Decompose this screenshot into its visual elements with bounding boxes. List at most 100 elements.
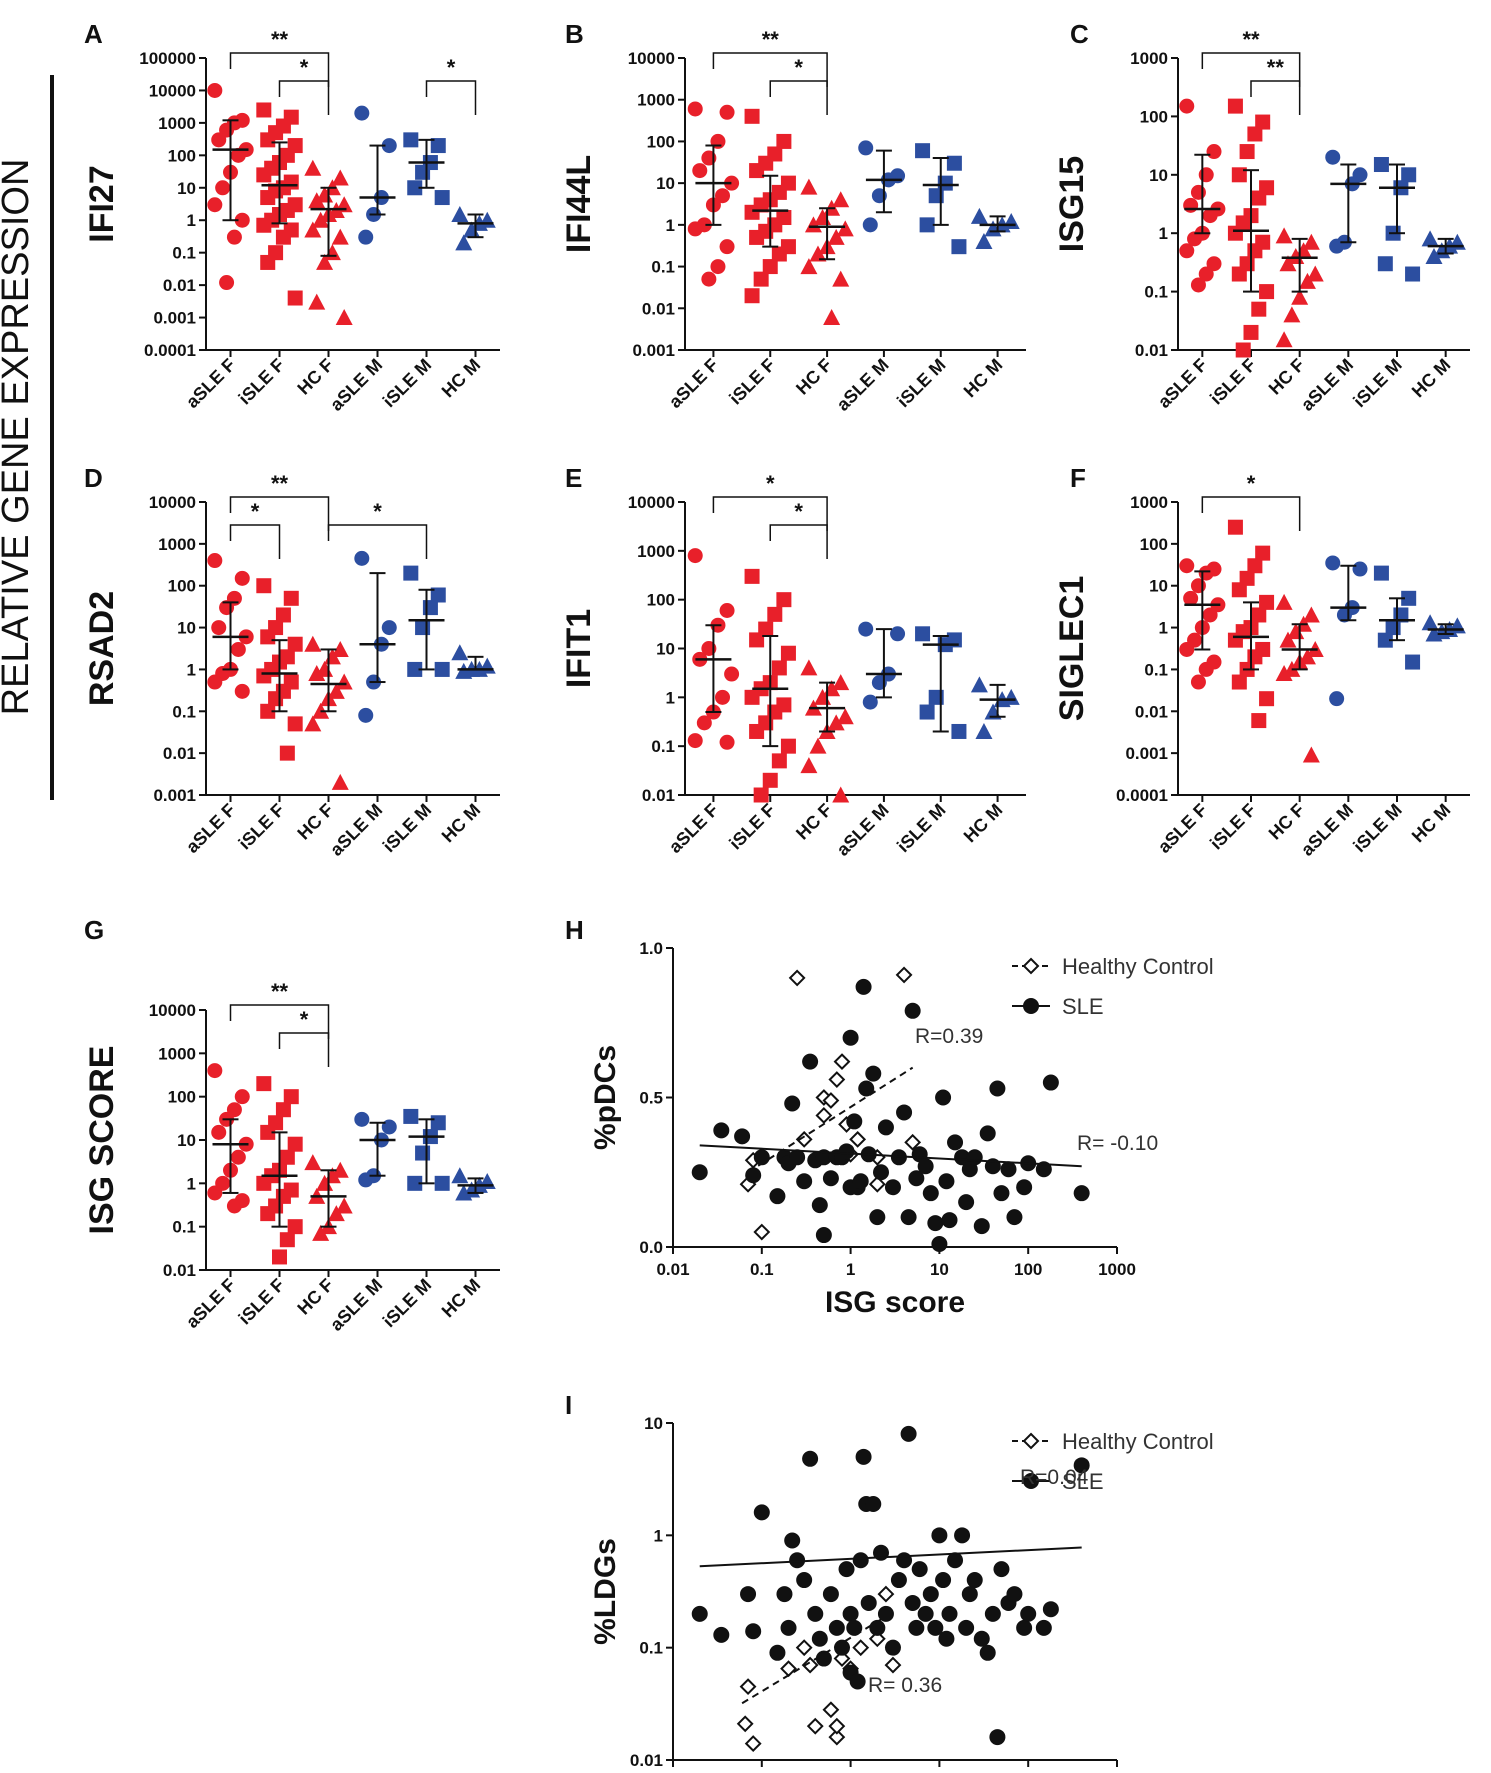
- y-tick-label: 100000: [139, 49, 196, 68]
- x-category-label: iSLE F: [235, 800, 289, 854]
- data-point: [287, 716, 303, 732]
- data-point: [1198, 167, 1214, 183]
- data-point: [927, 1619, 944, 1636]
- group-4: [858, 140, 906, 233]
- group-4: [1325, 149, 1368, 254]
- x-category-label: aSLE F: [182, 355, 239, 412]
- data-point: [1425, 625, 1443, 642]
- significance-bracket: [1201, 52, 1301, 87]
- data-point: [1035, 1619, 1052, 1636]
- group-3: [800, 659, 854, 803]
- data-point: [1275, 593, 1293, 610]
- data-point: [1231, 674, 1247, 690]
- data-point: [1298, 272, 1316, 289]
- data-point: [327, 682, 345, 699]
- data-point: [1302, 233, 1320, 250]
- significance-bracket: [229, 1004, 330, 1039]
- x-tick-label: 1000: [1098, 1260, 1136, 1279]
- data-point: [1227, 225, 1243, 241]
- data-point: [749, 632, 765, 648]
- data-point: [822, 1586, 839, 1603]
- data-point: [832, 674, 850, 691]
- data-point: [211, 1124, 227, 1140]
- legend-label: SLE: [1062, 1469, 1104, 1494]
- data-point: [1179, 243, 1195, 259]
- data-point: [1016, 1619, 1033, 1636]
- data-point: [771, 753, 787, 769]
- data-point: [919, 704, 935, 720]
- data-point: [455, 234, 473, 251]
- x-category-label: iSLE M: [379, 355, 436, 412]
- group-3: [1275, 593, 1324, 763]
- y-tick-label: 10000: [149, 81, 196, 100]
- data-point: [256, 1076, 272, 1092]
- y-tick-label: 0.1: [651, 258, 675, 277]
- data-point: [381, 1119, 397, 1135]
- data-point: [979, 1125, 996, 1142]
- group-2: [256, 578, 303, 761]
- data-point: [1377, 632, 1393, 648]
- y-tick-label: 0.5: [639, 1089, 663, 1108]
- data-point: [846, 1113, 863, 1130]
- data-point: [719, 734, 735, 750]
- data-point: [260, 1124, 276, 1140]
- data-point: [1325, 555, 1341, 571]
- y-tick-label: 0.001: [153, 309, 196, 328]
- data-point: [1190, 277, 1206, 293]
- data-point: [354, 1111, 370, 1127]
- data-point: [984, 1605, 1001, 1622]
- x-category-label: aSLE F: [1154, 355, 1211, 412]
- data-point: [1425, 247, 1443, 264]
- group-3: [304, 1154, 353, 1241]
- data-point: [776, 592, 792, 608]
- data-point: [381, 138, 397, 154]
- group-2: [744, 108, 796, 304]
- data-point: [753, 1149, 770, 1166]
- group-3: [304, 635, 353, 790]
- y-axis-title: ISG SCORE: [83, 1046, 121, 1235]
- group-4: [354, 550, 397, 723]
- data-point: [744, 568, 760, 584]
- data-point: [1259, 691, 1275, 707]
- data-point: [1183, 590, 1199, 606]
- data-point: [780, 738, 796, 754]
- significance-bracket: [278, 80, 330, 115]
- data-point: [687, 221, 703, 237]
- data-point: [941, 1605, 958, 1622]
- data-point: [951, 723, 967, 739]
- data-point: [804, 216, 822, 233]
- data-point: [1251, 301, 1267, 317]
- data-point: [776, 133, 792, 149]
- data-point: [1179, 641, 1195, 657]
- data-point: [422, 600, 438, 616]
- data-point: [832, 786, 850, 803]
- significance-bracket: [712, 496, 828, 531]
- significance-label: **: [271, 471, 289, 496]
- data-point: [719, 603, 735, 619]
- data-point: [1206, 144, 1222, 160]
- data-point: [833, 1053, 851, 1071]
- data-point: [1020, 1605, 1037, 1622]
- y-axis-title: ISG15: [1053, 156, 1091, 252]
- data-point: [434, 1175, 450, 1191]
- data-point: [762, 259, 778, 275]
- data-point: [1231, 266, 1247, 282]
- data-point: [860, 1594, 877, 1611]
- data-point: [1202, 607, 1218, 623]
- x-category-label: iSLE M: [379, 1275, 436, 1332]
- panel-letter: I: [565, 1390, 572, 1420]
- data-point: [1235, 342, 1251, 358]
- group-2: [1227, 98, 1275, 358]
- data-point: [1302, 606, 1320, 623]
- data-point: [832, 191, 850, 208]
- data-point: [1401, 167, 1417, 183]
- data-point: [403, 1108, 419, 1124]
- data-point: [938, 1630, 955, 1647]
- group-1: [687, 101, 740, 287]
- y-tick-label: 0.01: [1135, 702, 1168, 721]
- data-point: [784, 1095, 801, 1112]
- data-point: [838, 1143, 855, 1160]
- y-axis-title: RSAD2: [83, 591, 121, 706]
- data-point: [275, 607, 291, 623]
